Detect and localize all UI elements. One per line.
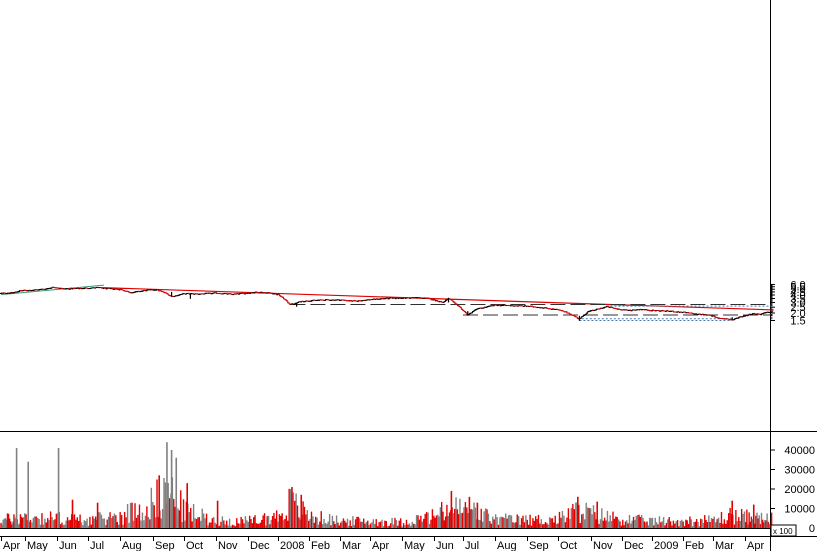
- volume-tick-label: 40000: [784, 445, 815, 457]
- month-label: Feb: [311, 540, 330, 551]
- volume-scale-box: x 100: [770, 524, 797, 537]
- month-label: Apr: [3, 540, 20, 551]
- month-label: Aug: [122, 540, 142, 551]
- month-label: May: [404, 540, 425, 551]
- month-label: 2008: [280, 540, 304, 551]
- price-tick-label: 5.5: [790, 282, 805, 294]
- volume-tick-label: 10000: [784, 504, 815, 516]
- month-label: Dec: [250, 540, 270, 551]
- month-label: Jul: [465, 540, 479, 551]
- early-uptrend-line: [0, 284, 105, 296]
- month-label: Sep: [155, 540, 175, 551]
- month-label: Oct: [560, 540, 577, 551]
- price-tick-label: 3.0: [790, 297, 805, 309]
- month-label: 2009: [654, 540, 678, 551]
- volume-ticks: 40000 30000 20000 10000 0: [770, 445, 815, 535]
- price-tick-label: 2.5: [790, 302, 805, 314]
- month-label: Mar: [715, 540, 734, 551]
- volume-scale-label: x 100: [773, 527, 793, 536]
- volume-tick-label: 30000: [784, 465, 815, 477]
- price-candles: [0, 286, 774, 321]
- price-tick-label: 6.0: [790, 279, 805, 291]
- month-label: Sep: [529, 540, 549, 551]
- month-label: Nov: [593, 540, 613, 551]
- month-label: Oct: [186, 540, 203, 551]
- price-tick-label: 2.0: [790, 308, 805, 320]
- month-label: Nov: [218, 540, 238, 551]
- month-label: Apr: [372, 540, 389, 551]
- month-label: Jun: [436, 540, 454, 551]
- price-tick-label: 1.5: [790, 315, 805, 327]
- price-tick-label: 5.0: [790, 284, 805, 296]
- volume-bars: [0, 442, 773, 528]
- month-axis: Apr May Jun Jul Aug Sep Oct Nov Dec 2008 Feb Mar Apr…: [1, 536, 764, 552]
- downtrend-line: [100, 286, 774, 311]
- month-label: Jul: [90, 540, 104, 551]
- trend-lines: [0, 284, 774, 321]
- month-label: Aug: [497, 540, 517, 551]
- month-label: Jun: [59, 540, 77, 551]
- price-tick-label: 4.5: [790, 287, 805, 299]
- month-label: May: [27, 540, 48, 551]
- price-tick-label: 3.5: [790, 293, 805, 305]
- month-label: Apr: [747, 540, 764, 551]
- price-ticks: 6.05.55.04.54.03.53.02.52.01.5: [770, 279, 806, 327]
- volume-scale-frame: [770, 524, 797, 537]
- volume-tick-label: 0: [809, 523, 815, 535]
- month-label: Mar: [342, 540, 361, 551]
- month-label: Dec: [624, 540, 644, 551]
- month-label: Feb: [685, 540, 704, 551]
- volume-tick-label: 20000: [784, 484, 815, 496]
- price-tick-label: 4.0: [790, 290, 805, 302]
